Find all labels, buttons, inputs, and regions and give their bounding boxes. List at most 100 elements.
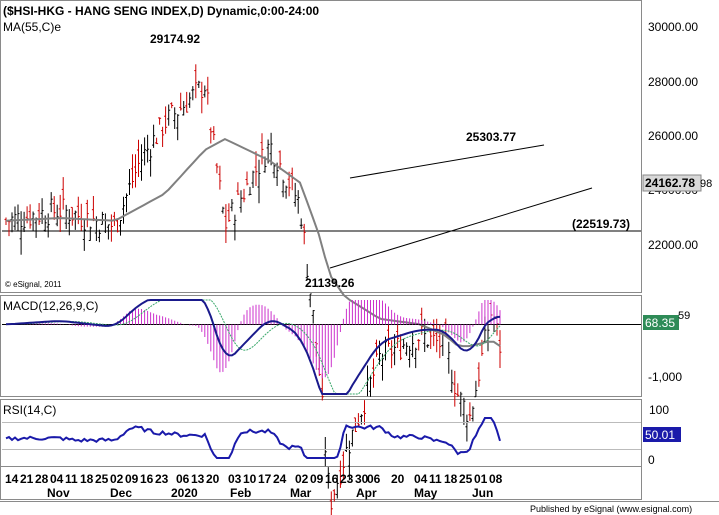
- date-tick: 01: [474, 472, 488, 486]
- price-bar: [251, 170, 255, 188]
- price-bar: [242, 188, 246, 203]
- price-bar: [293, 182, 297, 207]
- price-bar: [236, 182, 240, 195]
- date-tick: 30: [355, 472, 369, 486]
- price-bar: [369, 376, 372, 397]
- date-axis-days: 14 21 28 04 11 18 25 02 09 16 23 06 13 20 03 10 17 24 02 09…: [5, 472, 503, 486]
- ma-label: MA(55,C)e: [3, 20, 61, 34]
- date-tick: 16: [140, 472, 154, 486]
- price-bar: [417, 339, 421, 351]
- date-tick: 03: [228, 472, 242, 486]
- price-bar: [459, 391, 463, 417]
- macd-label: MACD(12,26,9,C): [3, 299, 98, 313]
- price-bar: [122, 196, 125, 224]
- date-tick: 21: [20, 472, 34, 486]
- price-bar: [281, 179, 285, 198]
- date-tick: 04: [414, 472, 428, 486]
- price-bar: [149, 149, 153, 177]
- date-tick: 20: [391, 472, 405, 486]
- price-bar: [254, 151, 258, 186]
- price-tick: 26000.00: [648, 129, 698, 143]
- price-bar: [332, 489, 336, 502]
- price-tick: 30000.00: [648, 20, 698, 34]
- month-tick: Mar: [290, 486, 312, 500]
- price-bar: [393, 334, 397, 366]
- macd-tick: -1,000: [648, 370, 682, 384]
- price-bar: [227, 203, 231, 222]
- price-bar: [429, 328, 433, 349]
- price-bar: [450, 369, 454, 393]
- price-bar: [200, 81, 204, 114]
- date-tick: 13: [191, 472, 205, 486]
- date-tick: 02: [110, 472, 124, 486]
- price-bar: [356, 413, 360, 427]
- rsi-label: RSI(14,C): [3, 403, 56, 417]
- date-tick: 08: [489, 472, 503, 486]
- price-bar: [173, 107, 177, 129]
- price-bar: [347, 440, 351, 481]
- date-tick: 25: [459, 472, 473, 486]
- upper-trendline: [349, 144, 545, 179]
- price-bar: [49, 192, 53, 213]
- last-price-badge: 24162.78 98: [642, 174, 712, 192]
- price-bar: [28, 204, 32, 229]
- month-tick: Dec: [110, 486, 132, 500]
- price-bar: [209, 127, 213, 144]
- price-bar: [158, 117, 162, 125]
- price-bar: [167, 104, 171, 126]
- price-bar: [188, 92, 192, 108]
- price-bar: [146, 134, 150, 163]
- price-tick: 22000.00: [648, 238, 698, 252]
- date-tick: 11: [65, 472, 78, 486]
- month-tick: Apr: [356, 486, 377, 500]
- price-bar: [206, 76, 210, 105]
- price-bar: [152, 124, 156, 148]
- price-bar: [97, 229, 101, 243]
- price-bar: [55, 204, 59, 227]
- price-bar: [248, 186, 252, 196]
- price-bar: [161, 126, 165, 147]
- date-tick: 02: [295, 472, 309, 486]
- price-bar: [230, 199, 234, 212]
- price-bar: [212, 126, 216, 140]
- price-bar: [85, 199, 89, 228]
- price-tick: 28000.00: [648, 75, 698, 89]
- price-bar: [176, 114, 180, 141]
- date-tick: 09: [310, 472, 324, 486]
- macd-histogram: [8, 300, 501, 379]
- price-bar: [131, 154, 134, 189]
- price-bar: [399, 334, 403, 361]
- peak-annotation: 29174.92: [150, 32, 200, 46]
- price-bar: [462, 397, 466, 425]
- price-bar: [299, 218, 303, 229]
- last-price-suffix: 98: [700, 178, 712, 190]
- price-bar: [191, 86, 195, 101]
- price-bar: [116, 219, 119, 233]
- price-bar: [408, 345, 412, 368]
- price-bar: [471, 406, 475, 422]
- date-tick: 06: [367, 472, 381, 486]
- price-bar: [302, 223, 306, 245]
- date-tick: 18: [80, 472, 94, 486]
- price-bar: [468, 402, 472, 421]
- date-tick: 09: [125, 472, 139, 486]
- price-bar: [426, 344, 430, 348]
- price-bar: [128, 169, 131, 195]
- month-tick: Jun: [472, 486, 493, 500]
- price-bar: [363, 400, 366, 425]
- price-bar: [405, 342, 409, 356]
- price-bar: [260, 133, 264, 165]
- price-bar: [61, 177, 65, 210]
- price-bar: [37, 203, 41, 225]
- date-tick: 24: [273, 472, 287, 486]
- date-axis-months: Nov Dec 2020 Feb Mar Apr May Jun: [47, 486, 493, 500]
- rsi-panel: [0, 399, 642, 467]
- lower-trendline: [329, 187, 593, 269]
- price-bar: [233, 214, 237, 241]
- price-bar: [257, 159, 261, 204]
- price-bar: [106, 224, 110, 240]
- price-bar: [179, 92, 183, 111]
- rsi-tick: 0: [648, 453, 655, 467]
- support-annotation: (22519.73): [572, 217, 630, 231]
- published-by: Published by eSignal (www.esignal.com): [530, 504, 692, 514]
